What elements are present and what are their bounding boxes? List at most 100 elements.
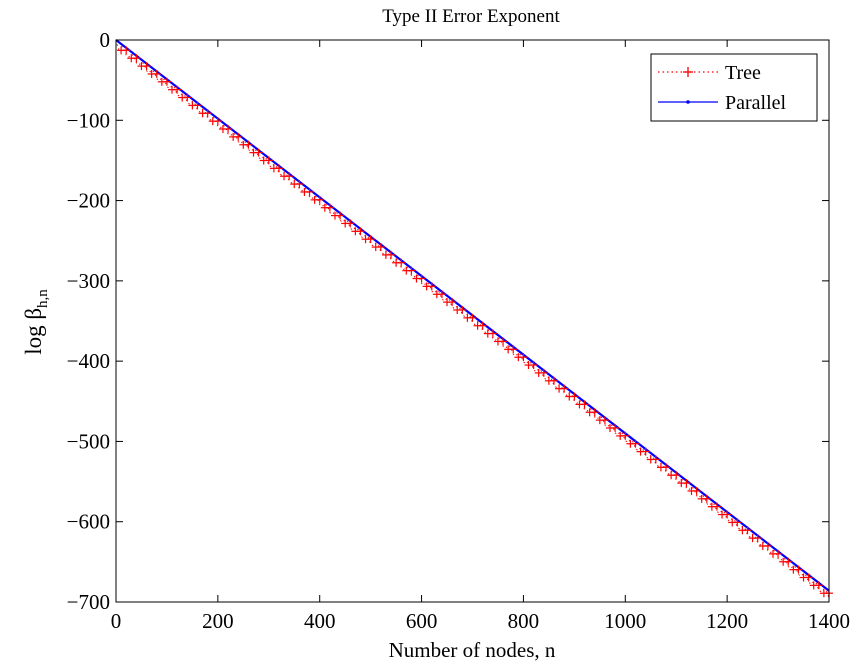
y-axis-label-main: log β	[21, 308, 46, 355]
series-tree-marker	[468, 313, 477, 322]
legend-parallel-label: Parallel	[725, 92, 787, 114]
series-tree-marker	[162, 77, 171, 86]
x-tick-label: 1200	[706, 609, 748, 633]
y-tick-label: −500	[67, 429, 110, 453]
x-tick-label: 0	[111, 609, 122, 633]
y-tick-label: −400	[67, 349, 110, 373]
series-tree-marker	[621, 431, 630, 440]
x-tick-label: 200	[202, 609, 234, 633]
series-tree-marker	[539, 368, 548, 377]
legend: Tree Parallel	[650, 53, 818, 122]
svg-text:log βh,n: log βh,n	[21, 289, 51, 355]
y-tick-label: −100	[67, 108, 110, 132]
series-tree-marker	[753, 534, 762, 543]
axes-frame	[115, 39, 830, 603]
series-tree-marker	[814, 581, 823, 590]
x-axis-label: Number of nodes, n	[389, 638, 556, 662]
series-tree-marker	[356, 227, 365, 236]
series-tree-marker	[346, 219, 355, 228]
series-tree-marker	[784, 557, 793, 566]
y-axis-label: log βh,n	[21, 289, 51, 355]
x-tick-label: 400	[304, 609, 336, 633]
series-tree-marker	[611, 423, 620, 432]
series-tree-marker	[763, 541, 772, 550]
series-tree-marker	[804, 573, 813, 582]
x-tick-label: 1400	[808, 609, 850, 633]
axes-layer	[115, 39, 830, 603]
x-tick-label: 800	[508, 609, 540, 633]
series-tree-marker	[590, 408, 599, 417]
series-tree-marker	[651, 455, 660, 464]
series-tree-marker	[570, 392, 579, 401]
legend-box	[650, 53, 818, 122]
y-tick-label: −300	[67, 269, 110, 293]
series-tree-marker	[274, 164, 283, 173]
x-tick-label: 1000	[604, 609, 646, 633]
series-tree-marker	[631, 439, 640, 448]
legend-tree-label: Tree	[725, 62, 761, 84]
series-tree-marker	[142, 62, 151, 71]
series-tree-marker	[295, 180, 304, 189]
series-tree-marker	[213, 117, 222, 126]
series-tree-marker	[692, 486, 701, 495]
series-tree-marker	[234, 132, 243, 141]
series-tree-marker	[529, 360, 538, 369]
series-tree-marker	[366, 235, 375, 244]
series-tree-marker	[285, 172, 294, 181]
legend-item-tree: Tree	[658, 62, 761, 84]
series-tree-marker	[478, 321, 487, 330]
series-tree-marker	[224, 124, 233, 133]
series-layer	[115, 39, 833, 599]
series-tree-marker	[417, 274, 426, 283]
y-tick-label: −600	[67, 510, 110, 534]
series-tree-marker	[549, 376, 558, 385]
series-tree-marker	[305, 187, 314, 196]
ticks-layer: 0 200 400 600 800 1000 1200 1400 0 −100 −200 −300 −4…	[67, 28, 850, 633]
series-tree-marker	[580, 400, 589, 409]
series-tree-marker	[458, 305, 467, 314]
series-tree-marker	[122, 46, 131, 55]
legend-tree-marker	[683, 67, 693, 77]
series-tree-marker	[662, 463, 671, 472]
series-tree-marker	[183, 93, 192, 102]
series-tree-marker	[448, 298, 457, 307]
series-tree-marker	[437, 290, 446, 299]
series-tree-marker	[336, 211, 345, 220]
legend-item-parallel: Parallel	[658, 92, 787, 114]
y-tick-label: −200	[67, 189, 110, 213]
series-tree-marker	[774, 549, 783, 558]
y-tick-label: 0	[100, 28, 111, 52]
series-tree-marker	[203, 109, 212, 118]
series-tree-marker	[712, 502, 721, 511]
series-tree-marker	[682, 479, 691, 488]
series-tree-marker	[733, 518, 742, 527]
series-tree-marker	[743, 526, 752, 535]
series-tree-marker	[152, 69, 161, 78]
series-tree	[115, 39, 833, 599]
series-tree-marker	[794, 565, 803, 574]
series-tree-marker	[376, 242, 385, 251]
x-tick-label: 600	[406, 609, 438, 633]
series-tree-marker	[254, 148, 263, 157]
series-tree-marker	[387, 250, 396, 259]
series-tree-marker	[397, 258, 406, 267]
series-tree-marker	[672, 471, 681, 480]
series-tree-marker	[641, 447, 650, 456]
series-tree-marker	[427, 282, 436, 291]
series-tree-marker	[325, 203, 334, 212]
y-axis-label-subscript: h,n	[35, 289, 51, 308]
series-tree-marker	[407, 266, 416, 275]
legend-parallel-marker	[686, 100, 690, 104]
chart-title: Type II Error Exponent	[382, 6, 560, 27]
series-tree-marker	[132, 54, 141, 63]
series-tree-marker	[560, 384, 569, 393]
series-tree-marker	[499, 337, 508, 346]
series-tree-marker	[600, 416, 609, 425]
series-tree-marker	[315, 195, 324, 204]
series-tree-marker	[702, 494, 711, 503]
series-tree-line	[115, 39, 830, 599]
series-tree-marker	[173, 85, 182, 94]
series-tree-marker	[519, 353, 528, 362]
series-tree-marker	[723, 510, 732, 519]
